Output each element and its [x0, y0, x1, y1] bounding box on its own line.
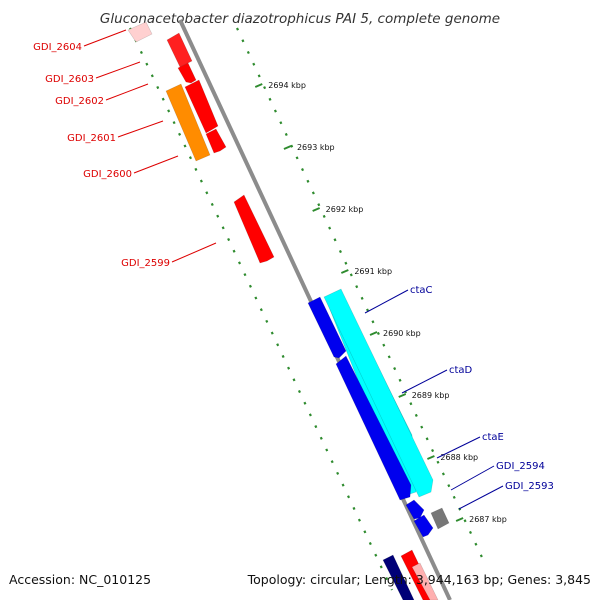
gene-label-forward[interactable]: ctaC	[410, 285, 433, 296]
gene-feature-gray[interactable]	[430, 507, 450, 530]
gene-leader-line	[133, 155, 179, 174]
scale-tick-label: 2690 kbp	[383, 329, 421, 338]
accession-text: Accession: NC_010125	[9, 572, 152, 587]
topology-text: Topology: circular; Length: 3,944,163 bp…	[247, 572, 591, 587]
scale-tick-mark	[312, 207, 321, 212]
scale-ticks: 2694 kbp 2693 kbp 2692 kbp 2691 kbp 2690 kbp…	[254, 81, 507, 524]
scale-tick-mark	[427, 455, 435, 460]
scale-tick-mark	[455, 517, 464, 522]
scale-tick-label: 2691 kbp	[354, 267, 392, 276]
gene-feature-ctac-body[interactable]	[323, 288, 434, 498]
gene-labels: GDI_2604 GDI_2603 GDI_2602 GDI_2601 GDI_2600…	[33, 29, 554, 510]
gene-leader-line	[83, 29, 127, 47]
gene-label-reverse[interactable]: GDI_2603	[45, 74, 94, 85]
map-title: Gluconacetobacter diazotrophicus PAI 5, …	[100, 11, 500, 27]
gene-feature-navy[interactable]	[382, 554, 415, 600]
gene-feature-gdi-2599[interactable]	[233, 194, 275, 264]
gene-label-forward[interactable]: ctaD	[449, 365, 473, 376]
gene-leader-line	[450, 465, 495, 491]
gene-leader-line	[171, 242, 217, 263]
gene-feature-gdi-2603[interactable]	[177, 62, 197, 84]
gene-leader-line	[117, 120, 164, 138]
gene-label-reverse[interactable]: GDI_2604	[33, 42, 82, 53]
gene-leader-line	[105, 83, 149, 101]
forward-track-guide	[236, 27, 487, 567]
scale-tick-mark	[340, 269, 349, 274]
scale-tick-label: 2694 kbp	[268, 81, 306, 90]
scale-tick-label: 2687 kbp	[469, 515, 507, 524]
gene-label-forward[interactable]: ctaE	[482, 432, 504, 443]
scale-tick-label: 2692 kbp	[326, 205, 364, 214]
gene-leader-line	[364, 289, 409, 314]
gene-feature-gdi-2594[interactable]	[405, 499, 425, 520]
scale-tick-mark	[398, 393, 407, 398]
scale-tick-label: 2688 kbp	[440, 453, 478, 462]
gene-label-reverse[interactable]: GDI_2601	[67, 133, 116, 144]
gene-label-forward[interactable]: GDI_2593	[505, 481, 554, 492]
gene-leader-line	[458, 485, 504, 510]
gene-label-reverse[interactable]: GDI_2602	[55, 96, 104, 107]
scale-tick-label: 2693 kbp	[297, 143, 335, 152]
gene-feature-ctad-b[interactable]	[335, 355, 412, 501]
scale-tick-mark	[369, 331, 378, 336]
gene-label-reverse[interactable]: GDI_2599	[121, 258, 170, 269]
scale-tick-mark	[254, 83, 263, 88]
gene-feature-gdi-2593[interactable]	[413, 514, 434, 538]
gene-leader-line	[401, 369, 448, 394]
scale-tick-label: 2689 kbp	[412, 391, 450, 400]
gene-feature-pink-bottom[interactable]	[411, 562, 439, 600]
gene-feature-gdi-2604-faded[interactable]	[127, 21, 153, 43]
gene-feature-ctad-a[interactable]	[307, 296, 347, 359]
gene-leader-line	[436, 436, 481, 459]
gene-label-reverse[interactable]: GDI_2600	[83, 169, 132, 180]
scale-tick-mark	[283, 145, 292, 150]
gene-feature-gdi-2602-tip[interactable]	[205, 128, 227, 154]
gene-leader-line	[95, 61, 141, 79]
gene-feature-gdi-2602[interactable]	[184, 79, 219, 134]
gene-label-forward[interactable]: GDI_2594	[496, 461, 545, 472]
reverse-track-guide	[129, 27, 393, 591]
gene-features	[127, 21, 450, 600]
gene-feature-gdi-2601[interactable]	[165, 83, 211, 162]
